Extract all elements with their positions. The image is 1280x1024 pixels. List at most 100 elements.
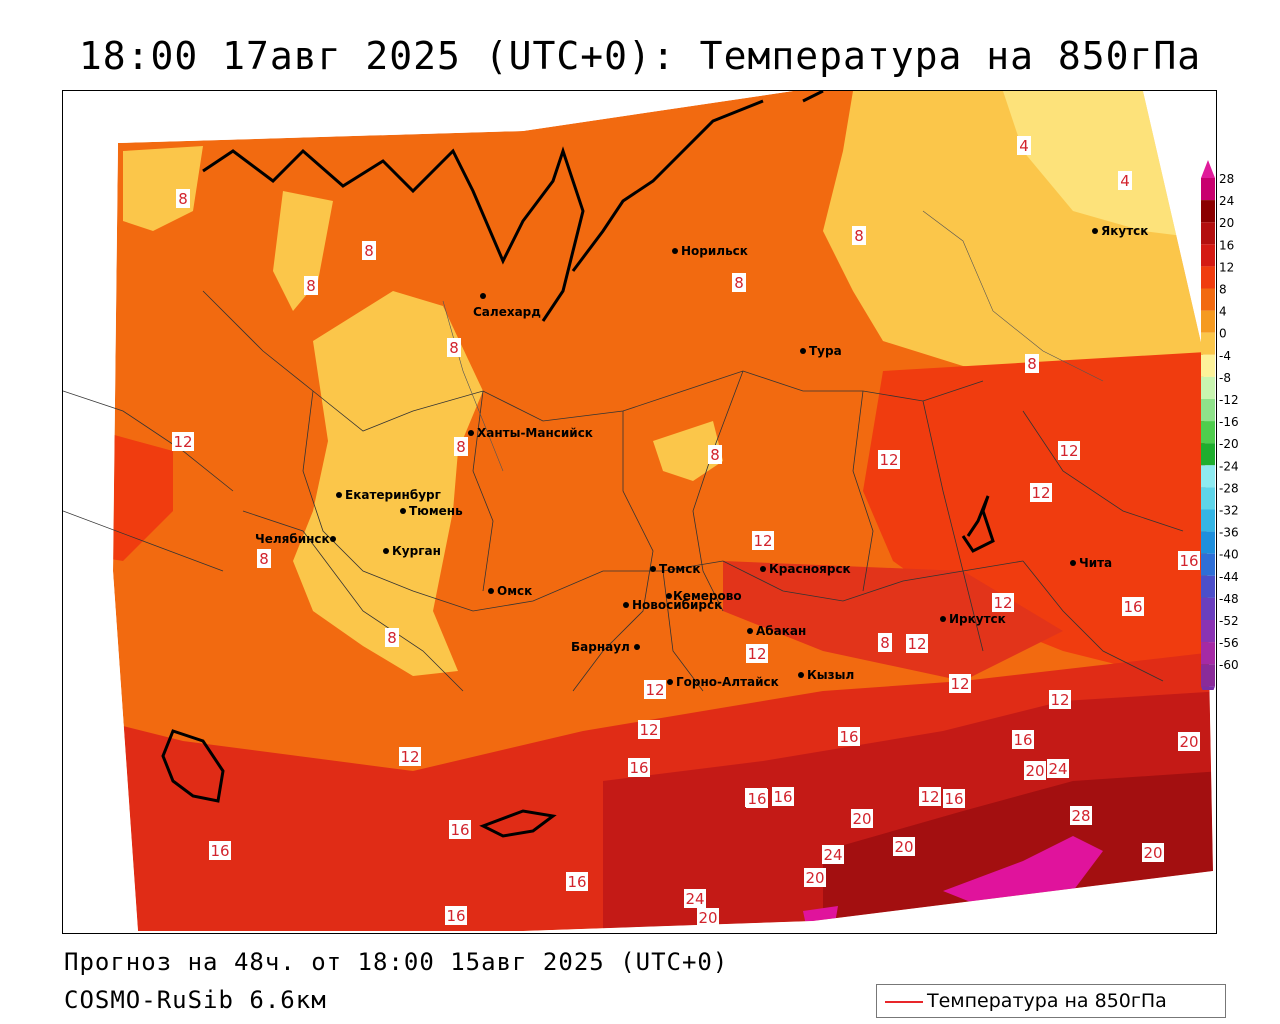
city-label: Курган [392, 544, 441, 558]
isoline-label-box [919, 787, 941, 806]
isoline-label-box [746, 644, 768, 663]
isoline-label-box [445, 906, 467, 925]
isoline-label: 8 [880, 634, 890, 652]
colorbar-tick-label: -36 [1219, 526, 1239, 540]
colorbar-swatch [1201, 399, 1215, 422]
isoline-label: 12 [1050, 691, 1069, 709]
colorbar-swatch [1201, 443, 1215, 466]
colorbar-swatch [1201, 620, 1215, 643]
city-dot [336, 492, 342, 498]
colorbar: 28 24 20 16 12 8 4 0 -4 -8 -12 -16 -20 -24 -28 -32 -36 -4… [1201, 160, 1280, 705]
isoline-label: 8 [449, 339, 459, 357]
isoline-labels: 4 4 8 8 8 8 8 8 8 8 8 8 8 8 12 12 12 12 12 12 12 12 12 12 12 12 12… [172, 136, 1200, 927]
isoline-label-box [1049, 690, 1071, 709]
city-label: Челябинск [255, 532, 330, 546]
isoline-label-box [1122, 597, 1144, 616]
isoline-label: 12 [639, 721, 658, 739]
isoline-label: 16 [747, 790, 766, 808]
city-dot [747, 628, 753, 634]
city-dot [488, 588, 494, 594]
isoline-label: 12 [879, 451, 898, 469]
city-dot [480, 293, 486, 299]
model-name: COSMO-RuSib 6.6км [64, 986, 327, 1014]
isoline-label-box [1012, 730, 1034, 749]
isoline-label-box [732, 273, 746, 292]
isoline-label-box [385, 628, 399, 647]
isoline-label-box [1058, 441, 1080, 460]
colorbar-tick-label: 16 [1219, 238, 1234, 252]
colorbar-tick-label: -52 [1219, 614, 1239, 628]
city-dot [798, 672, 804, 678]
isoline-label-box [209, 841, 231, 860]
isoline-label-box [752, 531, 774, 550]
isoline-label-box [362, 241, 376, 260]
colorbar-top-arrow [1201, 160, 1215, 178]
isoline-label-box [1017, 136, 1031, 155]
colorbar-swatch [1201, 597, 1215, 620]
isoline-label-box [172, 432, 194, 451]
colorbar-tick-label: 4 [1219, 305, 1227, 319]
colorbar-tick-label: -20 [1219, 437, 1239, 451]
city-dot [330, 536, 336, 542]
isoline-label-box [804, 868, 826, 887]
city-label: Омск [497, 584, 532, 598]
forecast-info: Прогноз на 48ч. от 18:00 15авг 2025 (UTC… [64, 948, 729, 976]
isoline-label-box [1030, 483, 1052, 502]
isoline-label-box [943, 789, 965, 808]
city-label: Тюмень [409, 504, 463, 518]
isoline-label-box [1178, 732, 1200, 751]
isoline-label: 8 [456, 438, 466, 456]
isoline-label: 16 [450, 821, 469, 839]
colorbar-swatch [1201, 465, 1215, 488]
colorbar-swatch [1201, 509, 1215, 532]
isoline-label: 20 [852, 810, 871, 828]
legend: Температура на 850гПа [876, 984, 1226, 1018]
colorbar-tick-label: -40 [1219, 548, 1239, 562]
colorbar-tick-label: 12 [1219, 260, 1234, 274]
isoline-label: 16 [567, 873, 586, 891]
colorbar-tick-label: 0 [1219, 327, 1227, 341]
colorbar-tick-label: -8 [1219, 371, 1231, 385]
colorbar-tick-label: 8 [1219, 283, 1227, 297]
isoline-label: 8 [178, 190, 188, 208]
isoline-label: 8 [259, 550, 269, 568]
isoline-label: 20 [805, 869, 824, 887]
isoline-label-box [454, 437, 468, 456]
rivers [442, 210, 1104, 472]
isoline-label-box [449, 820, 471, 839]
colorbar-tick-label: -4 [1219, 349, 1231, 363]
isoline-label: 16 [210, 842, 229, 860]
colorbar-swatch [1201, 244, 1215, 267]
isoline-label: 12 [173, 433, 192, 451]
isoline-label-box [447, 338, 461, 357]
city-label: Барнаул [571, 640, 630, 654]
colorbar-tick-label: -32 [1219, 504, 1239, 518]
city-markers: Норильск Якутск Салехард Тура Ханты-Мансийск… [255, 224, 1148, 689]
coastlines [161, 91, 995, 838]
city-dot [672, 248, 678, 254]
isoline-label: 12 [753, 532, 772, 550]
city-label: Иркутск [949, 612, 1006, 626]
map-canvas: 4 4 8 8 8 8 8 8 8 8 8 8 8 8 12 12 12 12 12 12 12 12 12 12 12 12 12… [63, 91, 1216, 933]
isoline-label-box [838, 727, 860, 746]
isoline-label-box [878, 633, 892, 652]
city-dot [1092, 228, 1098, 234]
isoline-label-box [851, 809, 873, 828]
map-title: 18:00 17авг 2025 (UTC+0): Температура на… [78, 34, 1202, 78]
city-label: Абакан [756, 624, 806, 638]
colorbar-swatch [1201, 376, 1215, 399]
isoline-label: 12 [1031, 484, 1050, 502]
isoline-label-box [1178, 551, 1200, 570]
city-label: Кызыл [807, 668, 854, 682]
city-dot [383, 548, 389, 554]
isoline-label: 12 [920, 788, 939, 806]
city-dot [800, 348, 806, 354]
isoline-label: 12 [950, 675, 969, 693]
temperature-map: 4 4 8 8 8 8 8 8 8 8 8 8 8 8 12 12 12 12 12 12 12 12 12 12 12 12 12… [62, 90, 1217, 934]
city-dot [400, 508, 406, 514]
colorbar-swatch [1201, 178, 1215, 201]
isoline-label: 8 [854, 227, 864, 245]
colorbar-swatch [1201, 288, 1215, 311]
isoline-label: 24 [1048, 760, 1067, 778]
colorbar-tick-label: 20 [1219, 216, 1234, 230]
